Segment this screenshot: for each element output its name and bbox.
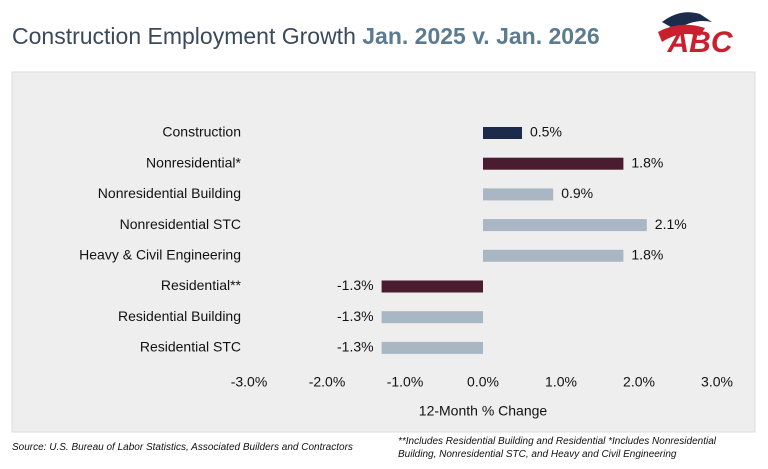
x-tick-label: -2.0% xyxy=(309,374,346,390)
x-tick-label: -1.0% xyxy=(387,374,424,390)
value-label: -1.3% xyxy=(337,339,374,355)
bar xyxy=(483,188,554,201)
value-label: -1.3% xyxy=(337,277,374,293)
bar xyxy=(483,127,522,139)
logo-flag xyxy=(662,12,712,30)
bar xyxy=(483,157,624,170)
logo-stripe xyxy=(658,24,705,42)
value-label: 0.9% xyxy=(561,185,593,201)
title-main: Construction Employment Growth xyxy=(12,23,356,49)
value-label: 1.8% xyxy=(631,247,663,263)
value-label: 1.8% xyxy=(631,154,663,170)
bar xyxy=(483,219,647,232)
x-tick-label: -3.0% xyxy=(231,374,268,390)
category-label: Nonresidential STC xyxy=(120,216,241,232)
x-tick-label: 2.0% xyxy=(623,374,655,390)
x-tick-label: 1.0% xyxy=(545,374,577,390)
category-label: Residential STC xyxy=(140,339,241,355)
bar xyxy=(381,341,483,354)
source-note: Source: U.S. Bureau of Labor Statistics,… xyxy=(12,442,353,453)
category-label: Residential** xyxy=(161,277,242,293)
bar xyxy=(381,311,483,324)
value-label: 0.5% xyxy=(530,124,562,140)
x-tick-label: 3.0% xyxy=(701,374,733,390)
plot-background xyxy=(11,71,756,433)
value-label: 2.1% xyxy=(655,216,687,232)
logo: ABC xyxy=(658,12,734,59)
value-label: -1.3% xyxy=(337,308,374,324)
logo-text: ABC xyxy=(667,26,734,59)
category-label: Nonresidential Building xyxy=(98,185,241,201)
category-label: Nonresidential* xyxy=(146,154,241,170)
footnote: **Includes Residential Building and Resi… xyxy=(398,436,716,460)
title-period: Jan. 2025 v. Jan. 2026 xyxy=(362,23,599,49)
category-label: Construction xyxy=(162,124,241,140)
chart-title: Construction Employment Growth Jan. 2025… xyxy=(12,23,600,49)
x-axis-label: 12-Month % Change xyxy=(419,403,548,419)
category-label: Residential Building xyxy=(118,308,241,324)
bar xyxy=(483,249,624,262)
bar xyxy=(381,280,483,293)
category-label: Heavy & Civil Engineering xyxy=(79,247,241,263)
x-tick-label: 0.0% xyxy=(467,374,499,390)
